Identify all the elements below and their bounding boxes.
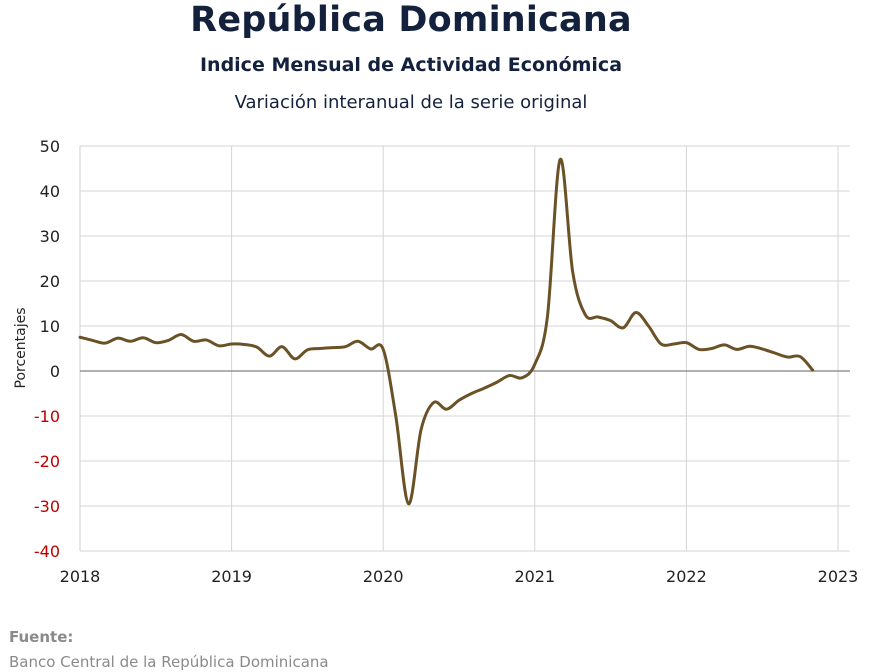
x-tick-label: 2020 — [363, 567, 404, 586]
chart-title: República Dominicana — [190, 0, 632, 40]
source-text: Banco Central de la República Dominicana — [9, 653, 329, 671]
y-axis-label: Porcentajes — [13, 307, 29, 388]
x-tick-label: 2021 — [514, 567, 555, 586]
x-tick-label: 2023 — [818, 567, 859, 586]
y-tick-label: -40 — [34, 542, 60, 561]
y-tick-label: 0 — [50, 362, 60, 381]
y-tick-label: -20 — [34, 452, 60, 471]
y-tick-label: -30 — [34, 497, 60, 516]
series-group — [78, 157, 815, 506]
y-tick-label: -10 — [34, 407, 60, 426]
y-tick-label: 30 — [40, 227, 60, 246]
y-axis-ticks: 50 40 30 20 10 0 -10 -20 -30 -40 — [34, 137, 60, 561]
series-line — [78, 157, 815, 506]
grid — [79, 145, 850, 552]
y-tick-label: 10 — [40, 317, 60, 336]
x-tick-label: 2018 — [60, 567, 101, 586]
x-tick-label: 2022 — [666, 567, 707, 586]
y-tick-label: 50 — [40, 137, 60, 156]
y-tick-label: 20 — [40, 272, 60, 291]
chart-subtitle: Indice Mensual de Actividad Económica — [199, 54, 623, 76]
x-tick-label: 2019 — [211, 567, 252, 586]
x-axis-ticks: 2018 2019 2020 2021 2022 2023 — [60, 567, 859, 586]
source-label: Fuente: — [9, 628, 74, 646]
chart-subtitle-secondary: Variación interanual de la serie origina… — [234, 92, 588, 113]
y-tick-label: 40 — [40, 182, 60, 201]
